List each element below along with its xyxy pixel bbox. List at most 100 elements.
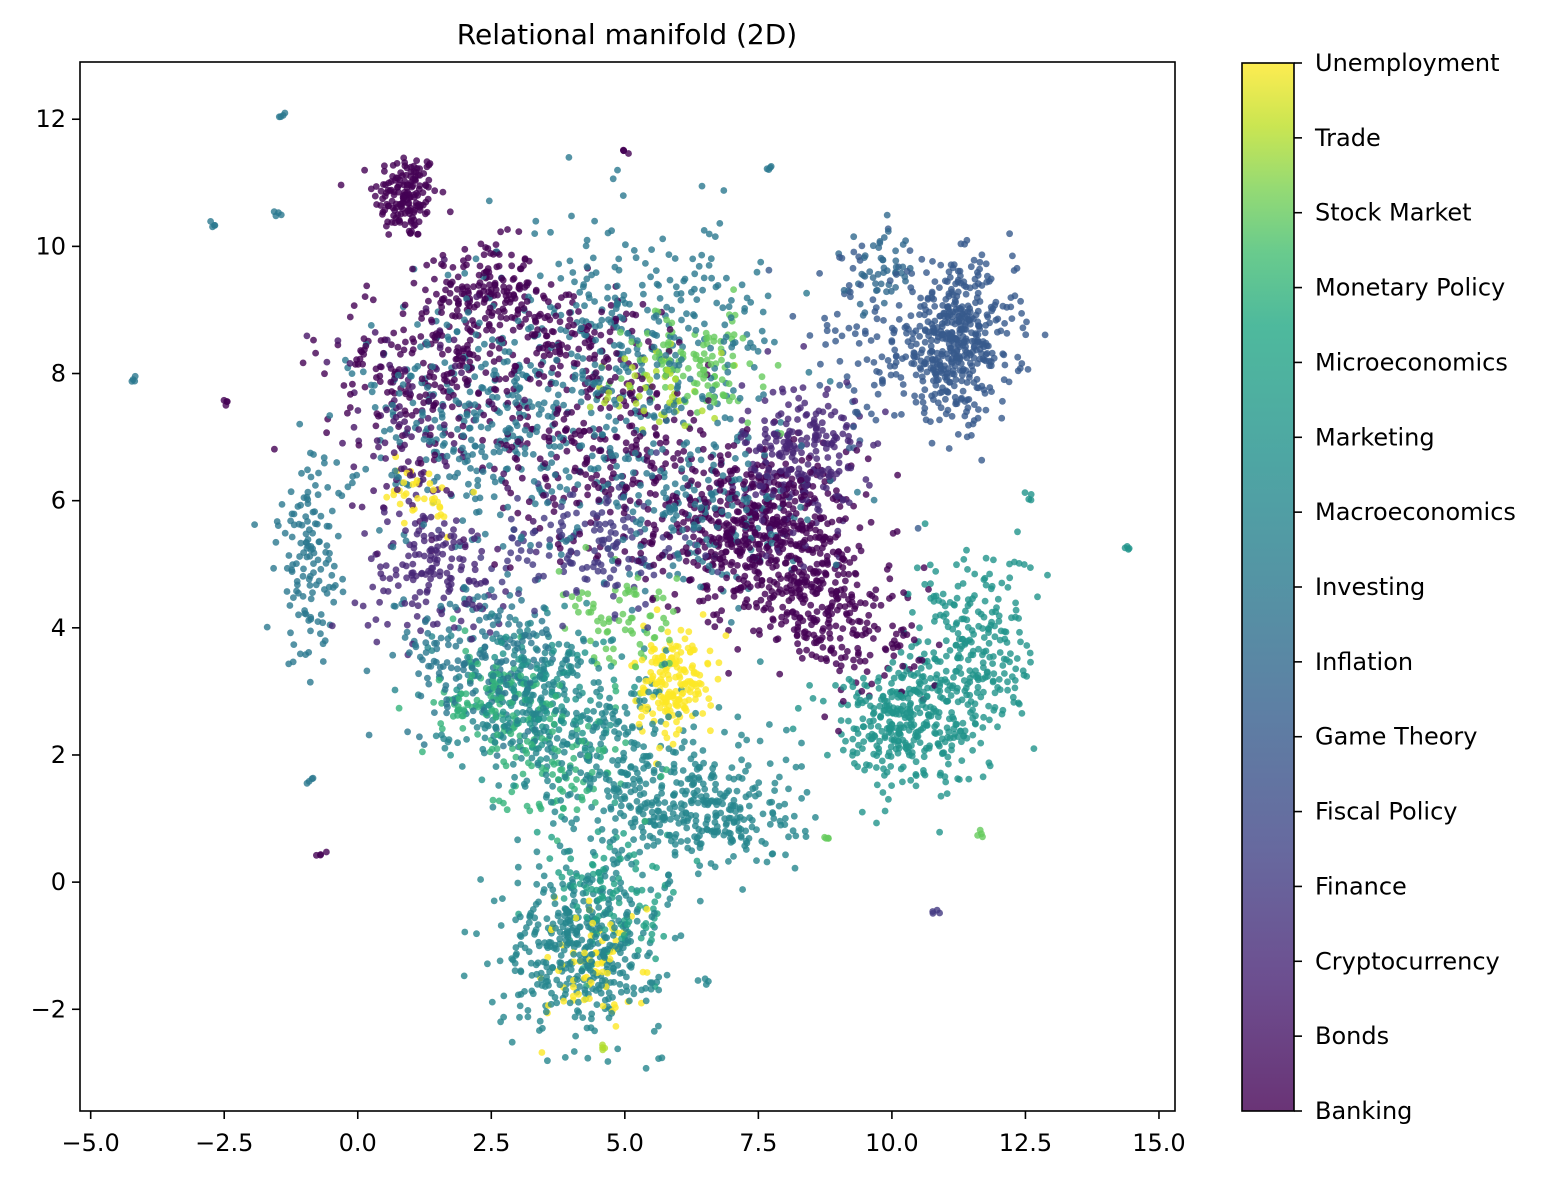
scatter-point — [687, 409, 694, 417]
scatter-point — [988, 349, 996, 357]
scatter-point — [874, 723, 882, 730]
scatter-point — [728, 764, 736, 771]
scatter-point — [765, 266, 773, 274]
scatter-point — [430, 699, 438, 706]
scatter-point — [594, 464, 602, 472]
scatter-point — [649, 921, 656, 929]
scatter-point — [665, 545, 673, 552]
scatter-point — [774, 635, 782, 643]
scatter-point — [468, 635, 475, 643]
scatter-point — [548, 488, 556, 495]
scatter-point — [468, 664, 476, 672]
scatter-point — [850, 423, 857, 431]
scatter-point — [730, 286, 737, 293]
scatter-point — [1001, 670, 1008, 677]
scatter-point — [648, 647, 655, 655]
scatter-point — [447, 490, 455, 498]
scatter-point — [798, 449, 805, 457]
scatter-point — [1004, 584, 1012, 591]
scatter-point — [889, 592, 896, 600]
scatter-point — [899, 355, 906, 362]
scatter-point — [912, 398, 920, 406]
scatter-point — [626, 422, 633, 430]
scatter-point — [673, 814, 681, 821]
scatter-point — [692, 326, 700, 334]
scatter-point — [867, 518, 875, 526]
scatter-point — [622, 446, 630, 454]
scatter-point — [491, 561, 498, 568]
scatter-point — [566, 790, 574, 798]
scatter-point — [973, 689, 981, 696]
scatter-point — [768, 798, 776, 806]
scatter-point — [677, 456, 684, 464]
scatter-point — [540, 727, 548, 734]
scatter-point — [469, 707, 477, 715]
scatter-point — [653, 432, 660, 439]
scatter-point — [561, 1054, 569, 1061]
scatter-point — [973, 375, 981, 383]
scatter-point — [828, 602, 835, 610]
scatter-point — [632, 311, 640, 319]
scatter-point — [590, 723, 598, 731]
scatter-point — [569, 269, 577, 276]
scatter-point — [869, 296, 877, 304]
scatter-point — [400, 154, 408, 162]
scatter-point — [425, 581, 433, 589]
scatter-point — [509, 534, 516, 542]
scatter-point — [655, 761, 662, 768]
scatter-point — [421, 514, 428, 522]
scatter-point — [272, 212, 280, 220]
scatter-point — [924, 638, 932, 646]
scatter-point — [373, 437, 381, 444]
scatter-point — [866, 590, 874, 598]
scatter-point — [414, 321, 421, 328]
scatter-point — [409, 399, 417, 407]
scatter-point — [522, 315, 529, 323]
scatter-point — [954, 582, 962, 590]
scatter-point — [803, 788, 811, 796]
scatter-point — [549, 771, 556, 778]
scatter-point — [707, 360, 715, 368]
scatter-point — [678, 316, 685, 324]
scatter-point — [844, 546, 851, 554]
scatter-point — [832, 579, 839, 586]
scatter-point — [693, 380, 701, 387]
scatter-point — [395, 704, 403, 712]
scatter-point — [680, 519, 687, 526]
scatter-point — [637, 481, 644, 489]
scatter-point — [429, 621, 437, 628]
scatter-point — [514, 879, 522, 887]
scatter-point — [559, 381, 567, 389]
scatter-point — [886, 575, 894, 583]
scatter-point — [382, 562, 390, 569]
scatter-point — [942, 667, 950, 675]
scatter-point — [466, 388, 474, 396]
scatter-point — [631, 372, 639, 380]
scatter-point — [944, 753, 952, 761]
scatter-point — [878, 353, 886, 361]
scatter-point — [463, 411, 471, 419]
scatter-point — [369, 583, 377, 591]
scatter-point — [507, 489, 515, 497]
scatter-point — [823, 321, 831, 329]
scatter-point — [769, 564, 777, 571]
scatter-point — [700, 227, 708, 234]
scatter-point — [556, 558, 564, 566]
scatter-point — [649, 710, 657, 717]
scatter-point — [974, 307, 982, 315]
scatter-point — [477, 363, 485, 371]
scatter-point — [588, 271, 595, 279]
scatter-point — [558, 703, 566, 711]
scatter-point — [602, 645, 610, 653]
scatter-point — [400, 326, 407, 334]
scatter-point — [549, 782, 556, 790]
scatter-point — [573, 524, 581, 531]
scatter-point — [637, 934, 645, 942]
scatter-point — [559, 880, 567, 888]
scatter-point — [803, 434, 811, 442]
scatter-point — [611, 426, 618, 434]
scatter-point — [599, 477, 607, 485]
scatter-point — [533, 428, 540, 436]
scatter-point — [935, 641, 943, 649]
scatter-point — [584, 483, 592, 491]
